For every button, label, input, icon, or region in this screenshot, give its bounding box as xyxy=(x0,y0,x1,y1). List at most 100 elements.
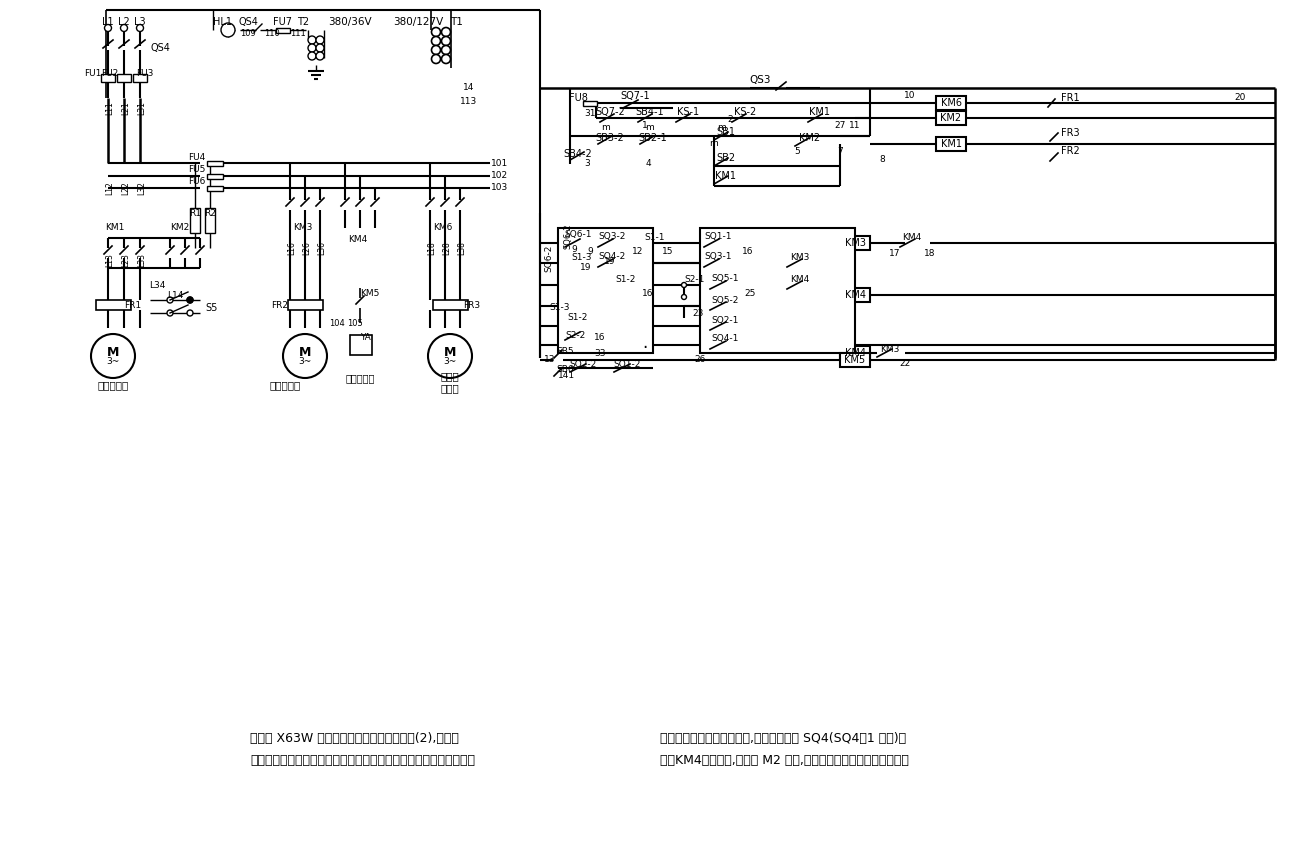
Text: 11: 11 xyxy=(849,121,861,131)
Text: S1-3: S1-3 xyxy=(550,304,570,313)
Text: 113: 113 xyxy=(461,98,478,107)
Bar xyxy=(287,300,322,310)
Text: 7: 7 xyxy=(837,148,842,157)
Circle shape xyxy=(308,44,315,52)
Text: S1-1: S1-1 xyxy=(645,232,666,242)
Text: KM1: KM1 xyxy=(941,139,962,149)
Text: S1-3: S1-3 xyxy=(571,253,592,261)
Text: L26: L26 xyxy=(302,241,312,255)
Text: KM1: KM1 xyxy=(105,224,125,232)
Text: 25: 25 xyxy=(744,288,755,298)
Text: SB3-2: SB3-2 xyxy=(596,133,624,143)
Text: 141: 141 xyxy=(558,371,575,380)
Circle shape xyxy=(431,36,440,46)
Text: T2: T2 xyxy=(297,17,309,27)
Bar xyxy=(101,74,116,82)
Text: KM2: KM2 xyxy=(800,133,820,143)
Text: KM3: KM3 xyxy=(880,344,900,354)
Text: KM2: KM2 xyxy=(170,224,190,232)
Bar xyxy=(840,288,870,302)
Text: KM4: KM4 xyxy=(845,290,866,300)
Text: 380/36V: 380/36V xyxy=(328,17,371,27)
Text: SB1: SB1 xyxy=(716,127,736,137)
Circle shape xyxy=(611,282,617,287)
Text: m: m xyxy=(645,124,654,132)
Text: KM4: KM4 xyxy=(845,348,866,358)
Text: 31: 31 xyxy=(584,109,596,119)
Text: L14: L14 xyxy=(167,292,183,300)
Text: L12: L12 xyxy=(105,181,114,195)
Bar xyxy=(206,174,223,178)
Text: SQ2-1: SQ2-1 xyxy=(711,315,739,325)
Text: M: M xyxy=(444,345,456,359)
Text: FU3: FU3 xyxy=(136,70,153,79)
Text: SQ6-1: SQ6-1 xyxy=(565,231,592,239)
Text: 线表示升降台向上与工作台向右时的回路。此时十字手柄扳向上方，: 线表示升降台向上与工作台向右时的回路。此时十字手柄扳向上方， xyxy=(251,754,475,767)
Text: 15: 15 xyxy=(662,247,674,255)
Text: SQ4-1: SQ4-1 xyxy=(711,334,739,343)
Text: 电动机: 电动机 xyxy=(440,383,459,393)
Text: 103: 103 xyxy=(492,183,509,192)
Text: 5: 5 xyxy=(794,148,800,157)
Circle shape xyxy=(315,36,324,44)
Text: 3~: 3~ xyxy=(106,356,119,365)
Text: 16: 16 xyxy=(594,333,606,343)
Circle shape xyxy=(315,44,324,52)
Text: SQ1-2: SQ1-2 xyxy=(614,360,641,370)
Text: SB2: SB2 xyxy=(716,153,736,163)
Circle shape xyxy=(308,36,315,44)
Text: L22: L22 xyxy=(122,181,131,195)
Bar xyxy=(840,353,870,367)
Circle shape xyxy=(187,297,193,303)
Text: SB6: SB6 xyxy=(556,365,574,375)
Text: 4: 4 xyxy=(645,159,650,169)
Bar xyxy=(117,74,131,82)
Text: L34: L34 xyxy=(149,282,165,291)
Text: FU1: FU1 xyxy=(84,70,101,79)
Text: m: m xyxy=(718,124,727,132)
Text: FR3: FR3 xyxy=(1060,128,1080,138)
Circle shape xyxy=(681,282,687,287)
Text: KM3: KM3 xyxy=(790,253,810,261)
Bar xyxy=(936,96,966,110)
Text: 26: 26 xyxy=(694,355,706,365)
Text: SB2-1: SB2-1 xyxy=(639,133,667,143)
Bar xyxy=(190,208,200,233)
Circle shape xyxy=(105,25,112,31)
Text: L3: L3 xyxy=(134,17,145,27)
Circle shape xyxy=(431,46,440,54)
Text: 22: 22 xyxy=(900,359,911,367)
Text: 所示为 X63W 型万能升降台铣床电气原理图(2),图中粗: 所示为 X63W 型万能升降台铣床电气原理图(2),图中粗 xyxy=(251,732,459,745)
Text: FR3: FR3 xyxy=(463,300,480,310)
Text: KM3: KM3 xyxy=(845,238,866,248)
Circle shape xyxy=(136,25,144,31)
Text: SB5: SB5 xyxy=(556,348,574,356)
Circle shape xyxy=(431,27,440,36)
Text: 13: 13 xyxy=(544,355,556,365)
Text: L16: L16 xyxy=(287,241,296,255)
Text: 主轴电动机: 主轴电动机 xyxy=(97,380,129,390)
Bar xyxy=(840,236,870,250)
Text: 105: 105 xyxy=(347,319,363,327)
Text: KM3: KM3 xyxy=(293,224,313,232)
Text: KS-2: KS-2 xyxy=(733,107,757,117)
Text: S1-2: S1-2 xyxy=(615,275,636,283)
Bar xyxy=(206,160,223,165)
Text: L33: L33 xyxy=(138,253,147,267)
Text: L13: L13 xyxy=(105,253,114,267)
Text: FR1: FR1 xyxy=(1060,93,1080,103)
Text: 10: 10 xyxy=(905,91,916,99)
Bar xyxy=(936,111,966,125)
Circle shape xyxy=(441,46,450,54)
Text: SQ5-1: SQ5-1 xyxy=(711,275,739,283)
Text: L31: L31 xyxy=(138,101,147,115)
Text: SB4-2: SB4-2 xyxy=(563,149,592,159)
Text: 16: 16 xyxy=(643,288,654,298)
Text: 101: 101 xyxy=(492,159,509,168)
Text: SQ3-1: SQ3-1 xyxy=(705,253,732,261)
Text: SQ3-2: SQ3-2 xyxy=(598,232,626,242)
Text: FR2: FR2 xyxy=(1060,146,1080,156)
Circle shape xyxy=(441,54,450,64)
Text: HL1: HL1 xyxy=(213,17,231,27)
Text: SQ6-2: SQ6-2 xyxy=(544,244,553,271)
